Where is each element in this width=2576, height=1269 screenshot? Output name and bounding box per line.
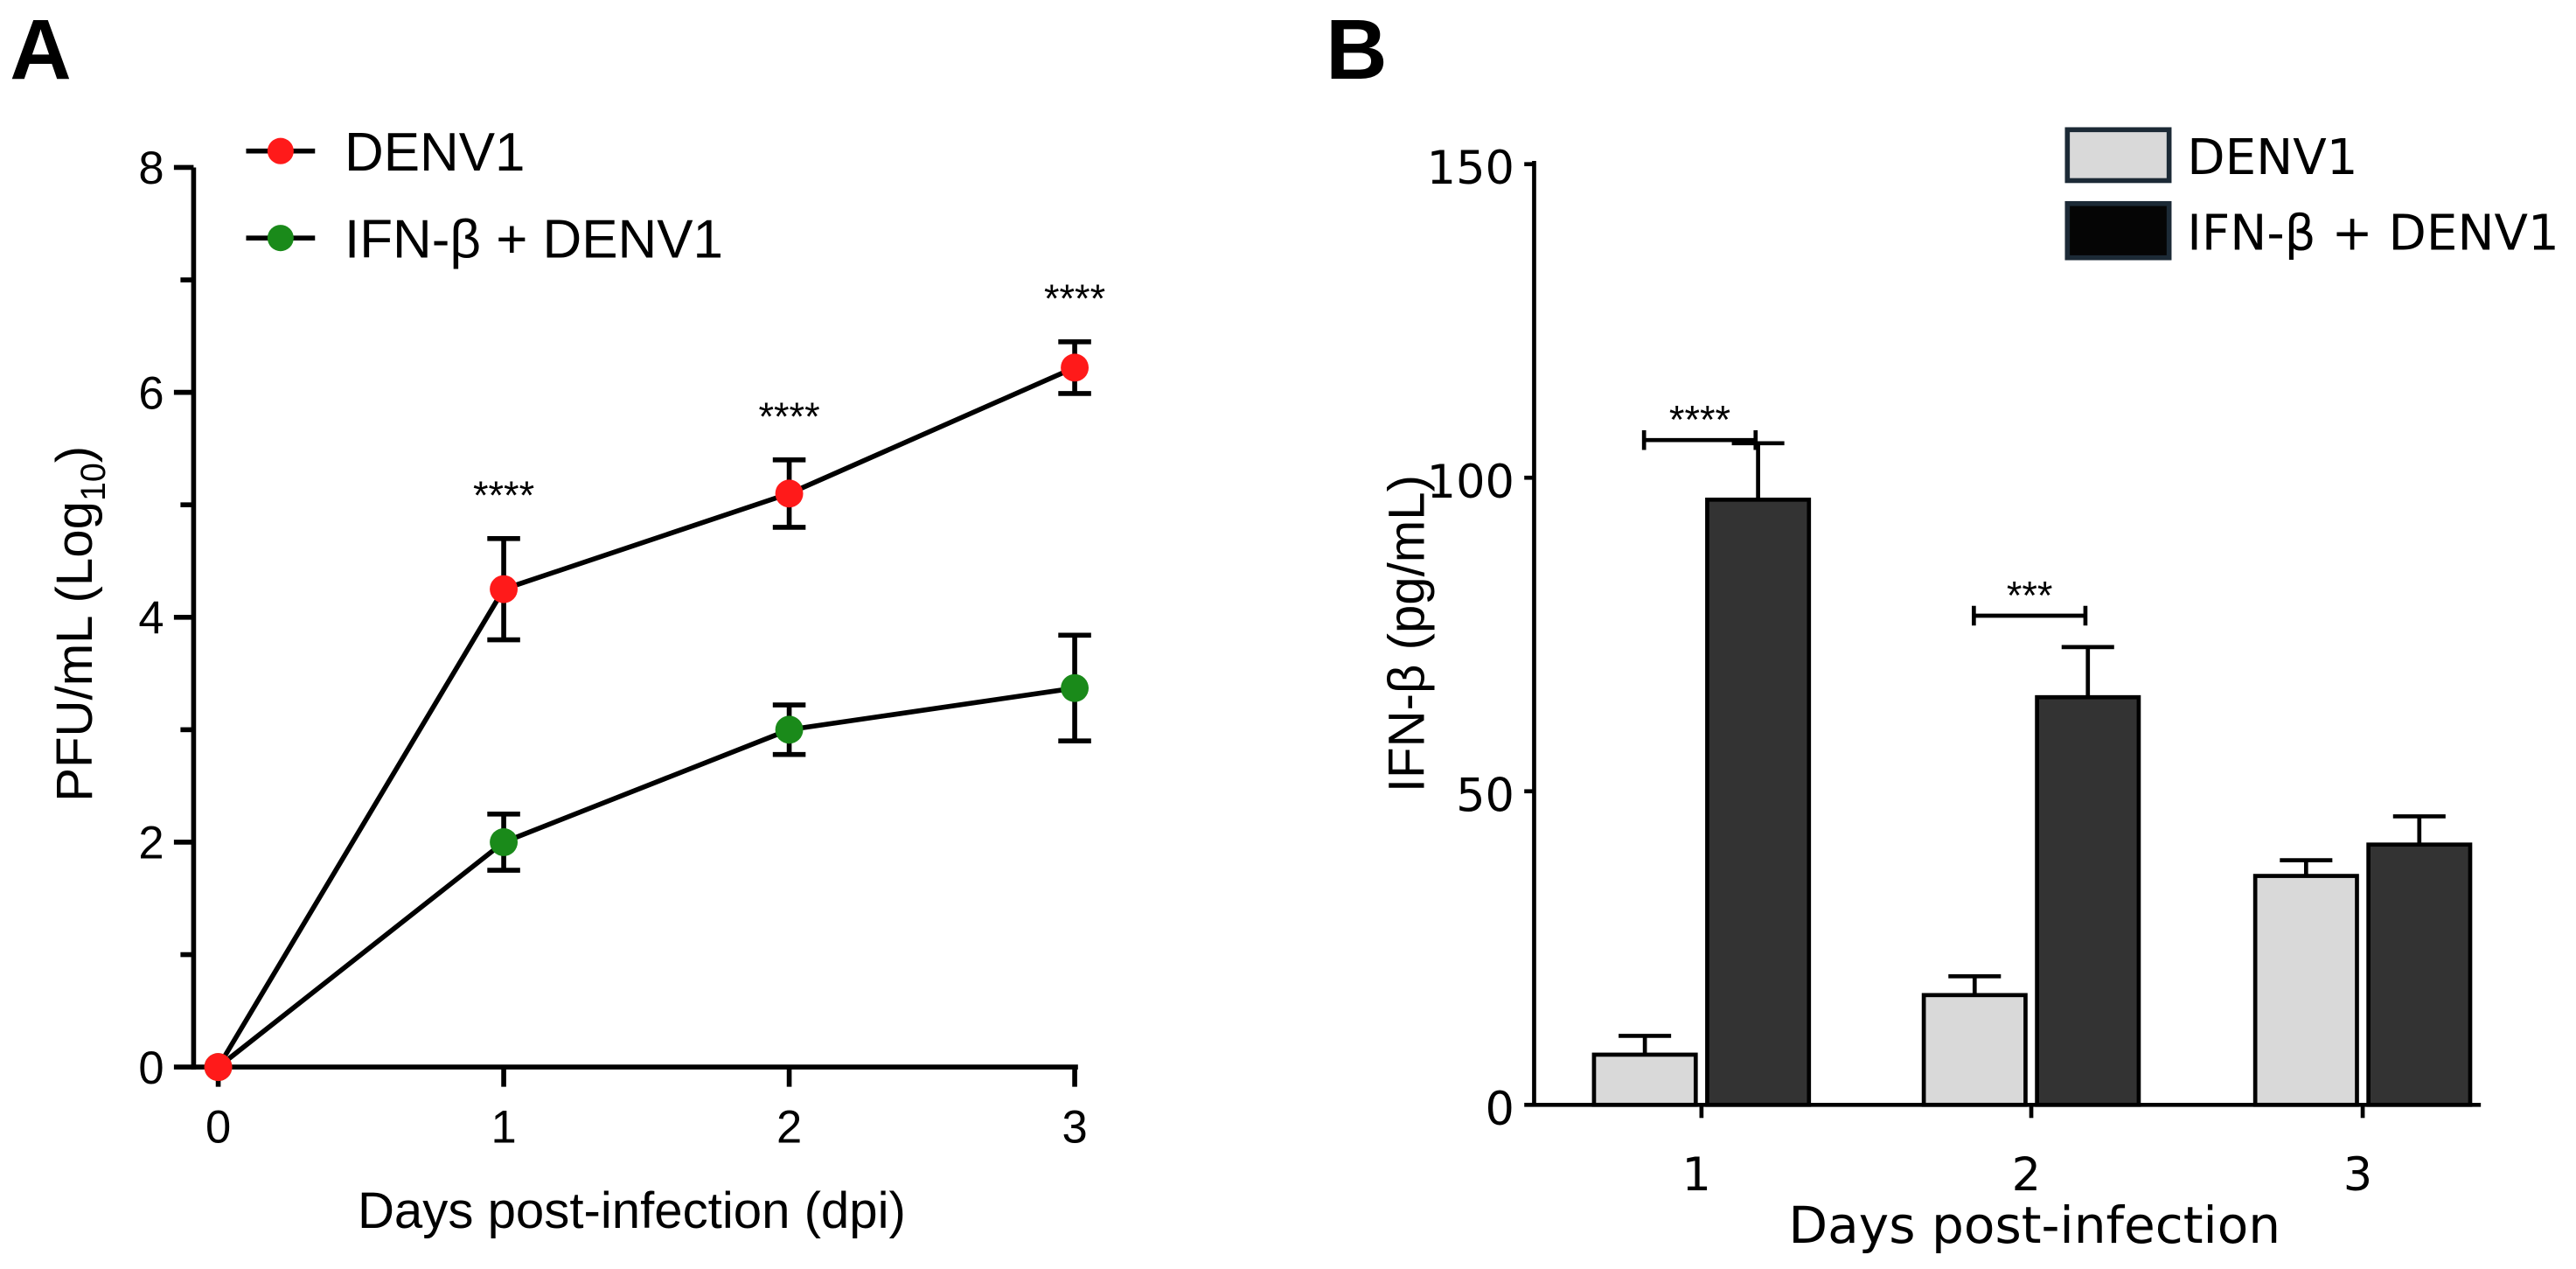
x-tick-label: 2 xyxy=(776,1101,802,1153)
panel-b-bar-chart: Days post-infection IFN-β (pg/mL) DENV1 … xyxy=(1379,127,2559,1255)
panel-b-x-axis-title: Days post-infection xyxy=(1788,1196,2280,1255)
y-tick-label: 0 xyxy=(138,1042,164,1094)
panel-b-y-axis-title: IFN-β (pg/mL) xyxy=(1379,475,1436,792)
y-title-subscript: 10 xyxy=(74,463,113,501)
y-tick-label: 50 xyxy=(1456,769,1514,822)
bar xyxy=(2366,842,2473,1107)
panel-b-legend: DENV1 IFN-β + DENV1 xyxy=(2064,127,2559,261)
x-tick-label: 2 xyxy=(2012,1148,2041,1202)
data-point xyxy=(1061,353,1090,382)
x-tick-label: 3 xyxy=(2343,1148,2372,1202)
series-line xyxy=(216,365,1076,1069)
panel-a-line-chart: Days post-infection (dpi) PFU/mL (Log10)… xyxy=(46,122,1105,1239)
y-tick-label: 2 xyxy=(138,818,164,869)
bar xyxy=(1921,993,2028,1107)
panel-a-y-axis-title: PFU/mL (Log10) xyxy=(46,446,113,802)
x-tick-label: 3 xyxy=(1062,1101,1087,1153)
significance-stars: **** xyxy=(1669,398,1730,443)
significance-stars: **** xyxy=(759,394,820,439)
y-tick-label: 0 xyxy=(1486,1083,1514,1136)
x-tick-label: 0 xyxy=(205,1101,231,1153)
legend-label-denv1-b: DENV1 xyxy=(2187,129,2357,186)
data-point xyxy=(490,827,519,856)
legend-label-denv1: DENV1 xyxy=(345,122,525,183)
legend-swatch-ifn xyxy=(2064,200,2172,261)
y-tick-label: 8 xyxy=(138,143,164,194)
legend-label-ifn: IFN-β + DENV1 xyxy=(345,210,723,270)
y-tick-label: 4 xyxy=(138,593,164,645)
x-tick-label: 1 xyxy=(491,1101,516,1153)
data-point xyxy=(1061,673,1090,702)
significance-stars: **** xyxy=(1044,276,1105,321)
data-point xyxy=(204,1053,233,1082)
panel-label-a: A xyxy=(10,2,71,97)
legend-marker-denv1 xyxy=(267,137,294,164)
panel-a-x-axis-title: Days post-infection (dpi) xyxy=(358,1182,906,1239)
y-title-main: PFU/mL (Log xyxy=(46,501,103,802)
series-line xyxy=(216,686,1076,1070)
legend-swatch-denv1 xyxy=(2064,127,2172,184)
y-tick-label: 150 xyxy=(1427,142,1514,195)
significance-stars: *** xyxy=(2007,573,2053,617)
bar xyxy=(2035,694,2141,1107)
bar xyxy=(1591,1052,1698,1107)
data-point xyxy=(490,575,519,603)
bar xyxy=(1705,497,1812,1107)
panel-a-legend: DENV1 IFN-β + DENV1 xyxy=(246,122,723,270)
legend-label-ifn-b: IFN-β + DENV1 xyxy=(2187,205,2559,261)
panel-label-b: B xyxy=(1326,2,1387,97)
data-point xyxy=(775,715,804,744)
significance-stars: **** xyxy=(473,473,534,518)
x-tick-label: 1 xyxy=(1682,1148,1711,1202)
y-tick-label: 6 xyxy=(138,367,164,419)
data-point xyxy=(775,479,804,508)
legend-marker-ifn xyxy=(267,225,294,252)
y-tick-label: 100 xyxy=(1427,456,1514,509)
y-title-end: ) xyxy=(46,446,103,463)
bar xyxy=(2252,874,2359,1107)
